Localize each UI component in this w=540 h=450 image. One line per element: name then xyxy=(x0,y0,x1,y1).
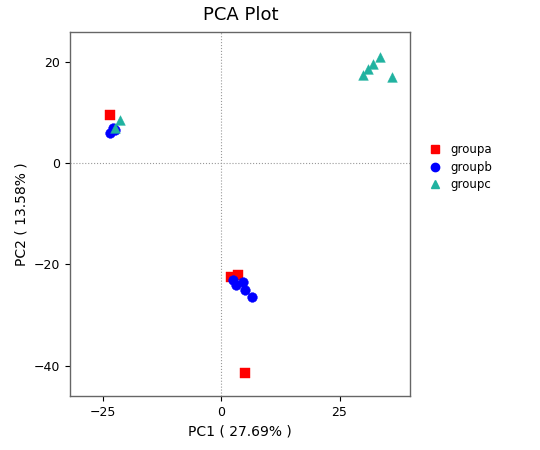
Point xyxy=(106,112,114,119)
Point xyxy=(111,124,119,131)
Point xyxy=(229,276,238,283)
Point xyxy=(368,61,377,68)
Point xyxy=(231,281,240,288)
Point xyxy=(116,117,124,124)
Point xyxy=(359,71,367,78)
X-axis label: PC1 ( 27.69% ): PC1 ( 27.69% ) xyxy=(188,424,292,438)
Point xyxy=(226,274,235,281)
Title: PCA Plot: PCA Plot xyxy=(202,6,278,24)
Point xyxy=(241,369,249,377)
Point xyxy=(234,271,242,278)
Point xyxy=(238,279,247,286)
Point xyxy=(248,294,256,301)
Point xyxy=(387,73,396,81)
Point xyxy=(109,124,117,131)
Legend: groupa, groupb, groupc: groupa, groupb, groupc xyxy=(420,140,496,195)
Point xyxy=(241,286,249,293)
Y-axis label: PC2 ( 13.58% ): PC2 ( 13.58% ) xyxy=(15,162,29,266)
Point xyxy=(363,66,372,73)
Point xyxy=(111,126,119,134)
Point xyxy=(375,53,384,60)
Point xyxy=(106,129,114,136)
